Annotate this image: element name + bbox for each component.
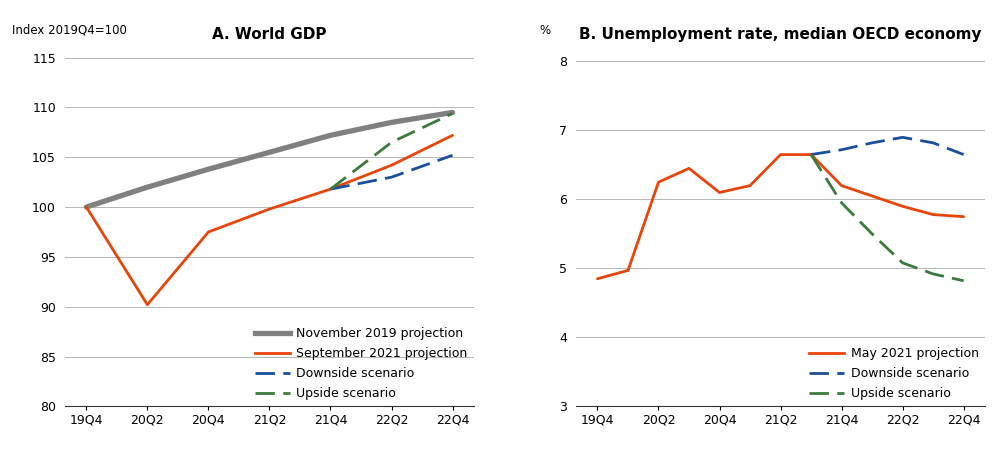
Title: A. World GDP: A. World GDP (212, 27, 327, 42)
Legend: November 2019 projection, September 2021 projection, Downside scenario, Upside s: November 2019 projection, September 2021… (255, 327, 468, 400)
Title: B. Unemployment rate, median OECD economy: B. Unemployment rate, median OECD econom… (579, 27, 982, 42)
Text: Index 2019Q4=100: Index 2019Q4=100 (12, 24, 127, 37)
Legend: May 2021 projection, Downside scenario, Upside scenario: May 2021 projection, Downside scenario, … (809, 347, 979, 400)
Text: %: % (539, 24, 550, 37)
